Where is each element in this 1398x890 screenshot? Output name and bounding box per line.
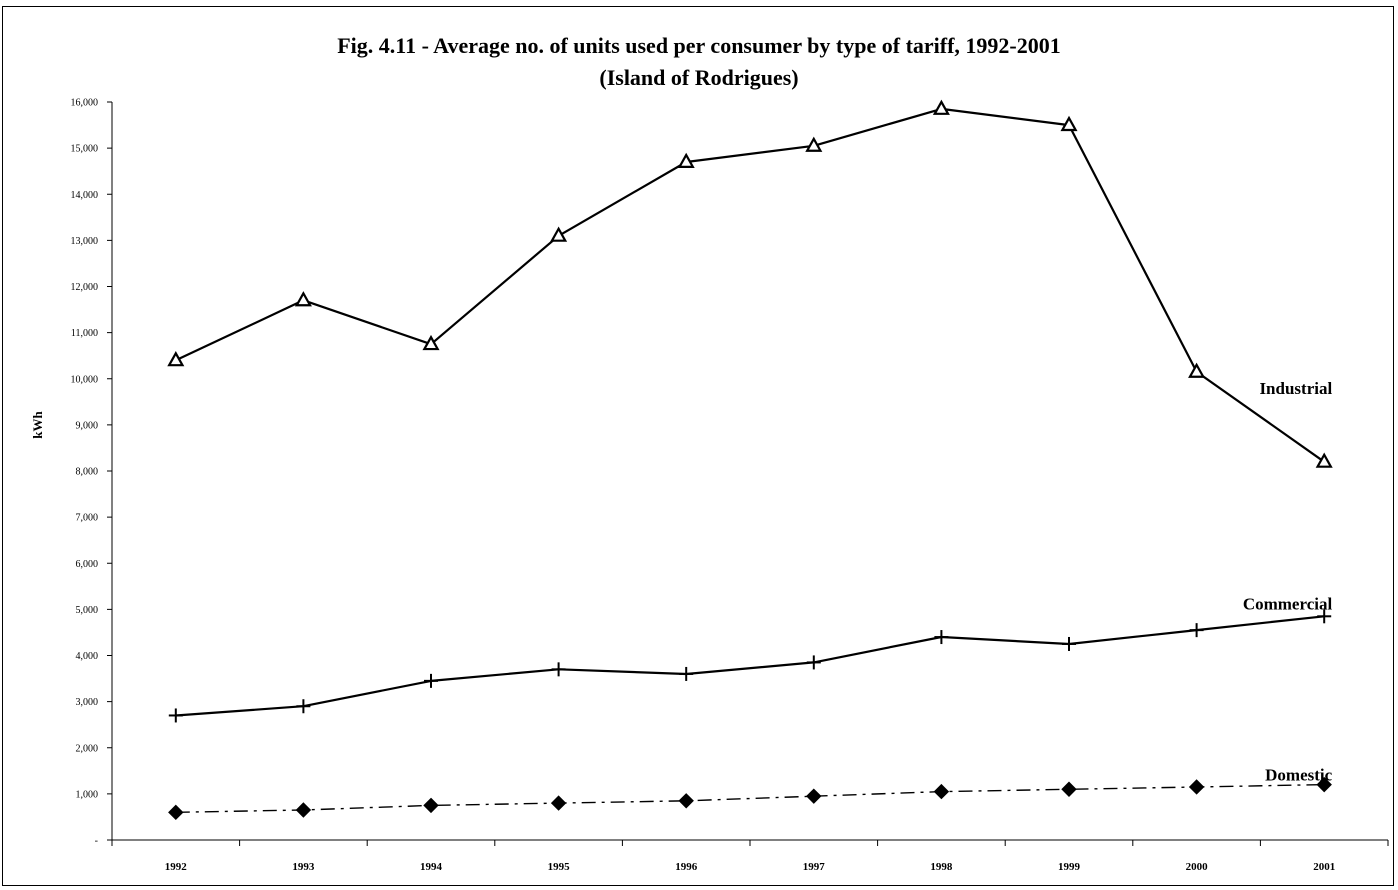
x-tick-label: 1997 — [803, 861, 826, 873]
x-tick-label: 1998 — [930, 861, 953, 873]
domestic-point — [423, 797, 439, 814]
y-tick-label: 1,000 — [76, 789, 99, 800]
industrial-point — [1188, 362, 1206, 378]
y-tick-label: 4,000 — [76, 651, 99, 662]
commercial-point — [1062, 636, 1076, 651]
commercial-point — [679, 666, 694, 681]
industrial-point — [422, 334, 440, 351]
domestic-point — [1316, 776, 1332, 793]
domestic-point — [295, 802, 312, 818]
y-tick-label: 12,000 — [71, 282, 99, 293]
industrial-point — [932, 99, 950, 115]
x-tick-label: 1999 — [1058, 861, 1081, 873]
commercial-point — [934, 630, 949, 645]
commercial-point — [1317, 609, 1332, 624]
domestic-point — [806, 788, 822, 804]
y-tick-label: 15,000 — [71, 144, 99, 155]
industrial-point — [550, 226, 568, 242]
domestic-series-label: Domestic — [1265, 766, 1332, 785]
y-tick-label: 6,000 — [76, 559, 99, 570]
y-tick-label: 5,000 — [76, 605, 99, 616]
x-tick-label: 1993 — [292, 861, 315, 873]
y-tick-label: 7,000 — [76, 513, 99, 524]
industrial-point — [677, 152, 695, 168]
domestic-point — [678, 793, 694, 809]
y-tick-label: 3,000 — [76, 697, 99, 708]
commercial-point — [424, 673, 438, 688]
chart-subtitle: (Island of Rodrigues) — [599, 65, 798, 90]
series-markers — [167, 99, 1333, 821]
industrial-series-line — [175, 107, 1325, 463]
y-tick-label: 14,000 — [71, 190, 99, 201]
x-tick-label: 1992 — [165, 861, 188, 873]
y-tick-label: 11,000 — [71, 328, 98, 339]
domestic-point — [1188, 779, 1205, 795]
domestic-point — [1061, 781, 1077, 797]
y-tick-label: - — [95, 836, 98, 847]
commercial-point — [296, 699, 311, 714]
series-lines — [175, 107, 1325, 813]
chart-title: Fig. 4.11 - Average no. of units used pe… — [337, 33, 1061, 58]
chart-frame — [2, 6, 1394, 886]
industrial-point — [167, 351, 185, 367]
commercial-series-label: Commercial — [1243, 594, 1333, 613]
commercial-point — [1189, 623, 1204, 638]
industrial-series-label: Industrial — [1259, 379, 1332, 398]
y-tick-label: 8,000 — [76, 467, 99, 478]
industrial-point — [294, 291, 312, 307]
domestic-point — [168, 804, 184, 821]
commercial-point — [551, 662, 566, 677]
y-axis-ticks: - 1,000 2,000 3,000 4,000 5,000 6,000 7,000 8,00… — [71, 98, 112, 847]
series-labels: Industrial Commercial Domestic — [1243, 379, 1333, 785]
domestic-point — [550, 795, 567, 811]
industrial-point — [805, 136, 823, 152]
x-tick-label: 2000 — [1186, 861, 1209, 873]
industrial-point — [1060, 115, 1078, 132]
x-tick-label: 2001 — [1313, 861, 1335, 873]
commercial-series-line — [175, 615, 1325, 717]
y-tick-label: 13,000 — [71, 236, 99, 247]
y-tick-label: 10,000 — [71, 374, 99, 385]
x-tick-label: 1996 — [675, 861, 698, 873]
x-tick-label: 1994 — [420, 861, 443, 873]
commercial-point — [168, 708, 183, 723]
commercial-point — [806, 655, 821, 670]
y-tick-label: 9,000 — [76, 420, 99, 431]
y-axis-label: kWh — [30, 411, 45, 439]
x-tick-label: 1995 — [548, 861, 571, 873]
y-tick-label: 2,000 — [76, 743, 99, 754]
domestic-series-line — [175, 783, 1325, 813]
domestic-point — [933, 783, 950, 800]
y-tick-label: 16,000 — [71, 98, 99, 109]
x-axis-ticks: 1992 1993 1994 1995 1996 1997 1998 1999 2000 2001 — [111, 840, 1389, 873]
industrial-point — [1315, 452, 1333, 468]
